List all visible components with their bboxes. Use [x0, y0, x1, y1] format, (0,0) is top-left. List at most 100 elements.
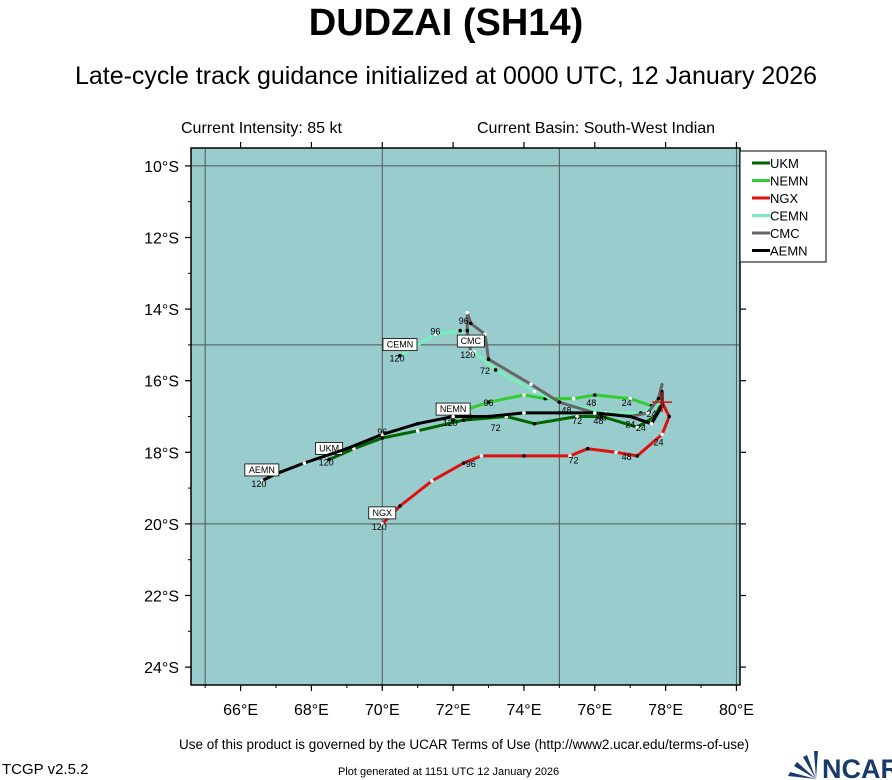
forecast-hour-label: 96: [459, 316, 469, 326]
legend-label: NEMN: [770, 174, 808, 189]
track-end-hour-label: 120: [372, 522, 387, 532]
track-position-marker: [557, 400, 562, 404]
track-position-marker: [486, 357, 491, 362]
track-position-marker: [479, 454, 484, 458]
track-end-label-box: [368, 506, 397, 520]
track-position-marker: [628, 414, 632, 419]
track-position-marker: [451, 414, 455, 419]
track-position-marker: [486, 414, 491, 419]
track-position-marker: [302, 461, 307, 465]
legend-label: UKM: [770, 156, 799, 171]
track-position-marker: [493, 368, 498, 372]
forecast-hour-label: 96: [466, 459, 476, 469]
version-label: TCGP v2.5.2: [2, 761, 89, 778]
track-end-hour-label: 120: [319, 457, 334, 467]
forecast-hour-label: 24: [625, 420, 635, 430]
legend-label: CEMN: [770, 209, 808, 224]
legend: UKM NEMN NGX CEMN CMC AEMN: [739, 150, 827, 263]
track-position-marker: [458, 328, 462, 333]
lon-tick-label: 66°E: [223, 702, 258, 719]
track-position-marker: [415, 421, 420, 426]
lat-tick-label: 12°S: [144, 231, 179, 248]
track-end-label: NEMN: [440, 404, 467, 414]
track-position-marker: [451, 418, 455, 422]
track-position-marker: [465, 310, 470, 315]
track-position-marker: [465, 328, 470, 333]
forecast-hour-label: 72: [569, 455, 579, 465]
forecast-hour-label: 24: [654, 438, 664, 448]
forecast-hour-label: 96: [377, 427, 387, 437]
track-position-marker: [614, 450, 618, 455]
track-position-marker: [380, 522, 385, 526]
track-position-marker: [327, 457, 331, 462]
track-position-marker: [345, 446, 349, 451]
current-intensity: Current Intensity: 85 kt: [181, 120, 342, 137]
lat-tick-label: 20°S: [144, 517, 179, 534]
track-line: [398, 329, 664, 415]
forecast-hour-label: 72: [480, 366, 490, 376]
track-position-marker: [635, 454, 640, 458]
track-position-marker: [646, 411, 650, 415]
lon-tick-label: 70°E: [365, 702, 400, 719]
lon-tick-label: 80°E: [719, 702, 754, 719]
legend-item-cmc: CMC: [752, 226, 800, 241]
lat-tick-label: 22°S: [144, 589, 179, 606]
lon-tick-label: 78°E: [648, 702, 683, 719]
track-position-marker: [571, 396, 576, 401]
track-end-label: CEMN: [387, 340, 414, 350]
forecast-hour-label: 96: [484, 398, 494, 408]
terms-of-use-notice: Use of this product is governed by the U…: [179, 737, 749, 752]
forecast-hour-label: 48: [593, 416, 603, 426]
track-position-marker: [469, 350, 473, 354]
track-position-marker: [260, 479, 264, 483]
track-end-hour-label: 120: [460, 350, 475, 360]
track-end-hour-label: 120: [251, 479, 266, 489]
track-position-marker: [592, 411, 597, 415]
legend-label: AEMN: [770, 244, 808, 259]
track-position-marker: [486, 400, 491, 404]
track-position-marker: [656, 396, 661, 401]
track-position-marker: [522, 454, 526, 458]
legend-item-aemn: AEMN: [752, 244, 808, 259]
lat-tick-label: 18°S: [144, 445, 179, 462]
track-position-marker: [430, 479, 434, 483]
lat-tick-label: 16°S: [144, 374, 179, 391]
track-position-marker: [568, 454, 572, 458]
track-end-label-box: [244, 463, 280, 477]
track-position-marker: [660, 432, 664, 437]
track-position-marker: [529, 382, 533, 387]
legend-label: CMC: [770, 226, 800, 241]
legend-item-nemn: NEMN: [752, 174, 808, 189]
lon-tick-label: 76°E: [577, 702, 612, 719]
legend-box: [739, 150, 827, 263]
track-line: [451, 393, 664, 422]
track-position-marker: [649, 421, 654, 426]
track-position-marker: [585, 446, 590, 451]
track-end-label-box: [382, 338, 418, 352]
legend-item-ngx: NGX: [752, 191, 799, 206]
track-position-marker: [532, 421, 537, 426]
track-aemn: 24 48 72 96 AEMN 120: [244, 389, 664, 489]
track-end-label: CMC: [461, 336, 482, 346]
page-title: DUDZAI (SH14): [308, 2, 584, 44]
legend-label: NGX: [770, 191, 799, 206]
forecast-hour-label: 48: [622, 452, 632, 462]
forecast-hour-label: 48: [597, 413, 607, 423]
forecast-hour-label: 24: [646, 409, 656, 419]
forecast-hour-label: 48: [561, 405, 571, 415]
lat-tick-label: 14°S: [144, 302, 179, 319]
track-position-marker: [415, 429, 420, 433]
forecast-hour-label: 24: [622, 398, 632, 408]
track-position-marker: [398, 353, 402, 358]
track-position-marker: [380, 436, 385, 440]
track-position-marker: [469, 321, 473, 326]
page-subtitle: Late-cycle track guidance initialized at…: [74, 62, 818, 90]
track-position-marker: [522, 411, 526, 415]
track-position-marker: [461, 418, 466, 422]
track-end-label: AEMN: [249, 465, 275, 475]
legend-item-cemn: CEMN: [752, 209, 808, 224]
track-position-marker: [522, 393, 526, 397]
track-position-marker: [557, 411, 562, 415]
